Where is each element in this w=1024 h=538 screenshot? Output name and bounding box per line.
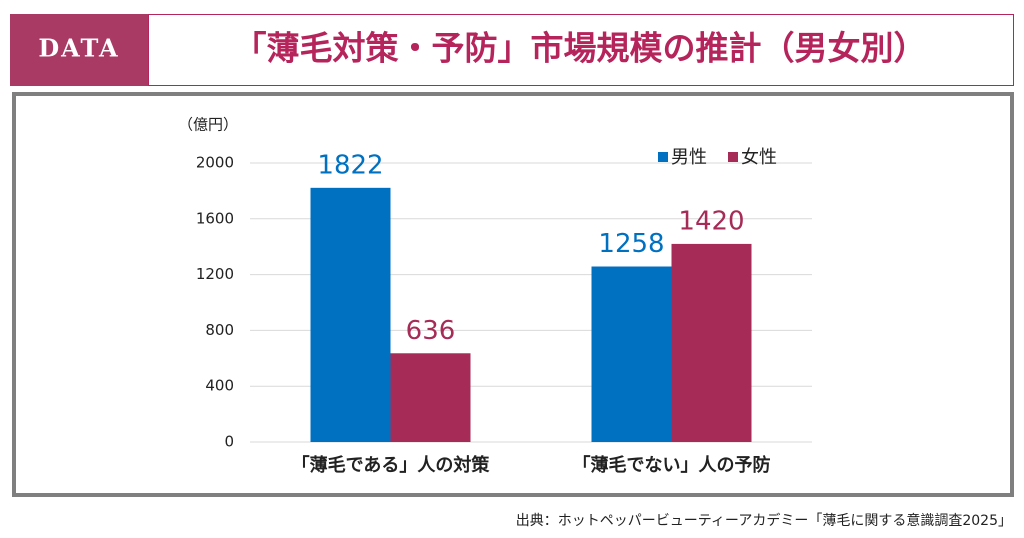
y-tick-label: 800 bbox=[205, 321, 234, 339]
x-tick-label: 「薄毛でない」人の予防 bbox=[573, 454, 771, 476]
badge-box bbox=[10, 14, 148, 86]
bar bbox=[591, 266, 672, 442]
bar bbox=[310, 187, 391, 442]
legend-label: 男性 bbox=[671, 147, 707, 168]
chart-title: 「薄毛対策・予防」市場規模の推計（男女別） bbox=[234, 29, 927, 68]
x-tick-label: 「薄毛である」人の対策 bbox=[292, 454, 491, 476]
value-label: 1822 bbox=[317, 150, 383, 180]
legend-swatch bbox=[658, 152, 668, 162]
badge: DATA bbox=[38, 34, 119, 63]
y-tick-label: 1200 bbox=[196, 265, 234, 283]
legend-swatch bbox=[728, 152, 738, 162]
value-label: 1258 bbox=[598, 229, 664, 259]
title-box bbox=[148, 14, 1014, 86]
bar bbox=[390, 353, 471, 442]
y-axis-label: （億円） bbox=[178, 116, 238, 134]
bar bbox=[671, 243, 752, 442]
chart-frame bbox=[12, 92, 1014, 497]
y-tick-label: 1600 bbox=[196, 209, 234, 227]
value-label: 1420 bbox=[678, 206, 744, 236]
y-tick-label: 0 bbox=[224, 433, 234, 451]
y-tick-label: 2000 bbox=[196, 154, 234, 172]
source: 出典：ホットペッパービューティーアカデミー「薄毛に関する意識調査2025」 bbox=[516, 512, 1012, 529]
y-tick-label: 400 bbox=[205, 377, 234, 395]
legend-label: 女性 bbox=[741, 147, 777, 168]
value-label: 636 bbox=[406, 316, 456, 346]
